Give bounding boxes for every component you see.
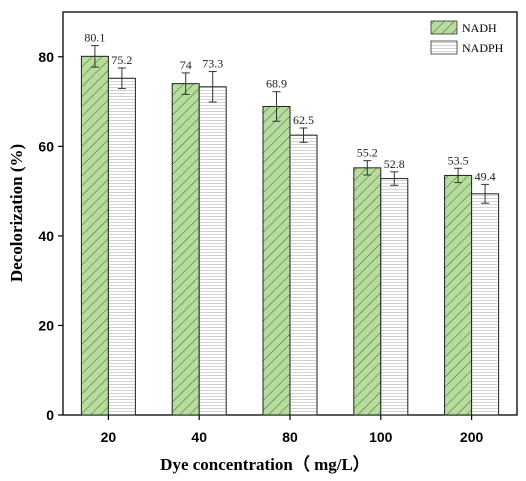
y-tick-label: 40 [38,228,54,244]
data-label-nadph: 52.8 [384,157,405,171]
y-tick-label: 80 [38,49,54,65]
data-label-nadph: 49.4 [475,169,496,183]
bar-nadph-20 [107,77,136,416]
y-axis-title: Decolorization (%) [7,144,26,282]
legend-swatch-nadh [430,20,458,35]
legend-label-nadh: NADH [462,21,497,35]
data-label-nadh: 53.5 [448,153,469,167]
bar-nadh-80 [262,105,291,416]
bar-nadh-100 [353,167,382,416]
y-tick-label: 0 [46,407,54,423]
y-tick-label: 60 [38,138,54,154]
bar-nadh-200 [444,174,473,416]
data-label-nadh: 80.1 [84,31,105,45]
x-tick-label: 100 [369,429,393,445]
bar-nadph-100 [380,178,409,416]
bar-nadph-80 [289,134,318,416]
x-axis-ticks: 20 40 80 100 200 [101,415,484,445]
bar-nadh-20 [80,55,109,416]
x-tick-label: 200 [460,429,484,445]
data-label-nadph: 73.3 [202,57,223,71]
data-labels: 80.1 74 68.9 55.2 53.5 75.2 73.3 62.5 52.8 49.4 [84,31,495,184]
x-tick-label: 20 [101,429,117,445]
legend: NADH NADPH [430,20,504,55]
bar-nadh-40 [171,83,200,416]
y-tick-label: 20 [38,317,54,333]
x-tick-label: 40 [191,429,207,445]
x-tick-label: 80 [282,429,298,445]
data-label-nadh: 74 [180,58,192,72]
legend-label-nadph: NADPH [462,41,504,55]
legend-swatch-nadph [430,40,458,55]
data-label-nadh: 68.9 [266,77,287,91]
x-axis-title: Dye concentration（ mg/L） [160,454,370,474]
bar-series [80,55,500,416]
data-label-nadph: 62.5 [293,113,314,127]
data-label-nadph: 75.2 [111,53,132,67]
y-axis-ticks: 0 20 40 60 80 [38,49,63,423]
bar-nadph-40 [198,86,227,416]
error-bars [90,45,490,204]
data-label-nadh: 55.2 [357,146,378,160]
bar-nadph-200 [471,193,500,416]
